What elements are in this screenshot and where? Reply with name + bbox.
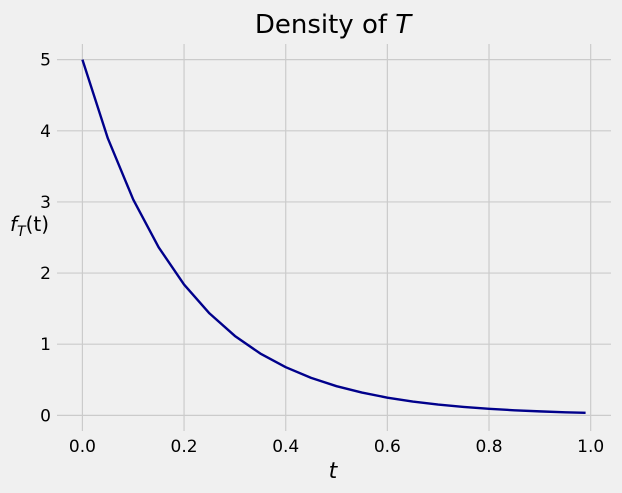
- chart-title: Density of T: [255, 10, 413, 40]
- x-tick-label: 0.8: [475, 437, 502, 457]
- x-axis-label: t: [329, 459, 339, 484]
- x-tick-label: 0.0: [69, 437, 96, 457]
- y-tick-label: 0: [40, 406, 51, 426]
- x-tick-label: 0.6: [374, 437, 401, 457]
- x-axis-ticks: 0.0 0.2 0.4 0.6 0.8 1.0: [69, 437, 604, 457]
- x-tick-label: 1.0: [577, 437, 604, 457]
- x-tick-label: 0.4: [272, 437, 299, 457]
- grid: [57, 44, 611, 431]
- x-tick-label: 0.2: [171, 437, 198, 457]
- y-tick-label: 5: [40, 51, 51, 71]
- y-axis-label: fT(t): [10, 212, 49, 240]
- series-layer: [81, 59, 586, 415]
- y-tick-label: 4: [40, 122, 51, 142]
- y-tick-label: 1: [40, 335, 51, 355]
- y-tick-label: 2: [40, 264, 51, 284]
- y-tick-label: 3: [40, 193, 51, 213]
- y-axis-ticks: 0 1 2 3 4 5: [40, 51, 51, 427]
- density-curve: [81, 59, 586, 415]
